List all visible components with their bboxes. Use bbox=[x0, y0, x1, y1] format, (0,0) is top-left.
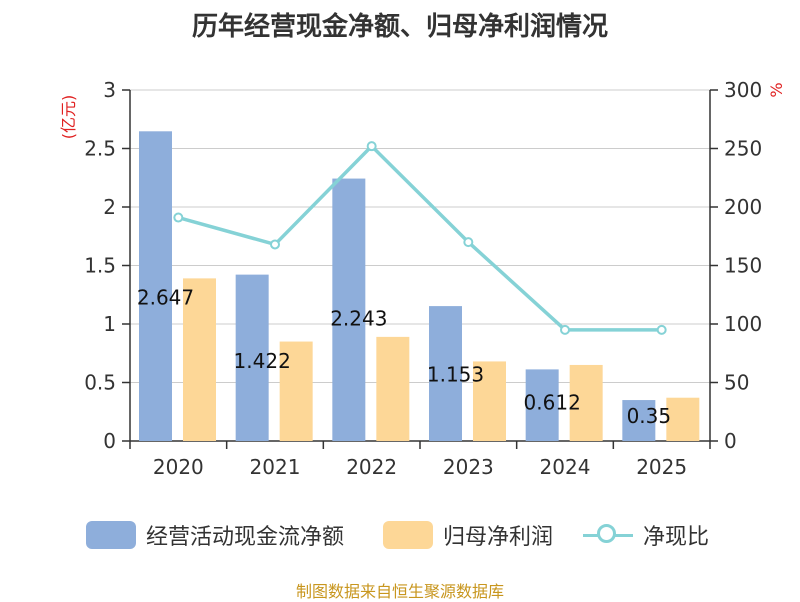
bar-cashflow bbox=[139, 131, 172, 441]
x-axis-tick-label: 2023 bbox=[443, 455, 494, 479]
bar-profit bbox=[279, 341, 313, 441]
left-axis-tick-label: 2.5 bbox=[84, 137, 116, 161]
x-axis-tick-label: 2025 bbox=[636, 455, 687, 479]
legend-label-profit: 归母净利润 bbox=[443, 525, 554, 550]
data-label-cashflow: 0.35 bbox=[627, 404, 672, 428]
point-ratio bbox=[173, 212, 184, 223]
point-ratio bbox=[366, 141, 377, 152]
right-axis-tick-label: 300 bbox=[724, 78, 762, 102]
bar-profit bbox=[376, 336, 410, 441]
right-axis-tick-label: 50 bbox=[724, 371, 749, 395]
bar-profit bbox=[473, 361, 506, 441]
x-axis-tick-label: 2021 bbox=[250, 455, 301, 479]
left-axis-tick-label: 1.5 bbox=[84, 254, 116, 278]
bar-cashflow bbox=[525, 369, 559, 441]
x-axis-tick-label: 2022 bbox=[346, 455, 397, 479]
data-label-cashflow: 1.153 bbox=[427, 363, 484, 387]
right-axis-tick-label: 250 bbox=[724, 137, 762, 161]
right-axis-tick-label: 150 bbox=[724, 254, 762, 278]
bar-profit bbox=[666, 397, 700, 441]
bar-cashflow bbox=[235, 274, 269, 441]
x-axis-tick-label: 2024 bbox=[540, 455, 591, 479]
left-axis-tick-label: 0 bbox=[103, 429, 116, 453]
data-label-cashflow: 2.647 bbox=[137, 286, 194, 310]
right-axis-tick-label: 200 bbox=[724, 195, 762, 219]
point-ratio bbox=[560, 324, 570, 335]
left-axis-tick-label: 2 bbox=[103, 195, 116, 219]
left-axis-tick-label: 0.5 bbox=[84, 371, 116, 395]
point-ratio bbox=[656, 324, 667, 335]
right-axis-tick-label: 100 bbox=[724, 312, 762, 336]
x-axis-tick-label: 2020 bbox=[153, 455, 204, 479]
data-label-cashflow: 1.422 bbox=[234, 349, 291, 373]
legend-label-ratio: 净现比 bbox=[643, 525, 710, 550]
legend-swatch-ratio bbox=[583, 521, 633, 549]
line-ratio bbox=[177, 143, 662, 332]
data-label-cashflow: 0.612 bbox=[524, 390, 581, 414]
left-axis-tick-label: 1 bbox=[103, 312, 116, 336]
data-label-cashflow: 2.243 bbox=[330, 307, 387, 331]
source-note: 制图数据来自恒生聚源数据库 bbox=[295, 582, 504, 601]
bar-cashflow bbox=[429, 306, 462, 441]
legend-item-cashflow[interactable]: 经营活动现金流净额 bbox=[86, 515, 344, 555]
bar-cashflow bbox=[332, 178, 366, 441]
bar-profit bbox=[183, 278, 216, 441]
chart-title: 历年经营现金净额、归母净利润情况 bbox=[191, 12, 608, 42]
bar-cashflow bbox=[622, 400, 656, 441]
bar-profit bbox=[569, 364, 603, 441]
right-axis-tick-label: 0 bbox=[724, 429, 737, 453]
legend-item-profit[interactable]: 归母净利润 bbox=[383, 515, 553, 555]
legend-swatch-profit bbox=[383, 521, 433, 549]
left-axis-unit: (亿元) bbox=[59, 95, 78, 140]
chart-legend[interactable]: 经营活动现金流净额 归母净利润 净现比 bbox=[0, 515, 800, 555]
legend-swatch-cashflow bbox=[86, 521, 136, 549]
legend-item-ratio[interactable]: 净现比 bbox=[583, 515, 709, 555]
point-ratio bbox=[270, 239, 280, 250]
left-axis-tick-label: 3 bbox=[103, 78, 116, 102]
point-ratio bbox=[463, 237, 474, 248]
legend-label-cashflow: 经营活动现金流净额 bbox=[146, 525, 345, 550]
right-axis-unit: % bbox=[767, 82, 786, 97]
